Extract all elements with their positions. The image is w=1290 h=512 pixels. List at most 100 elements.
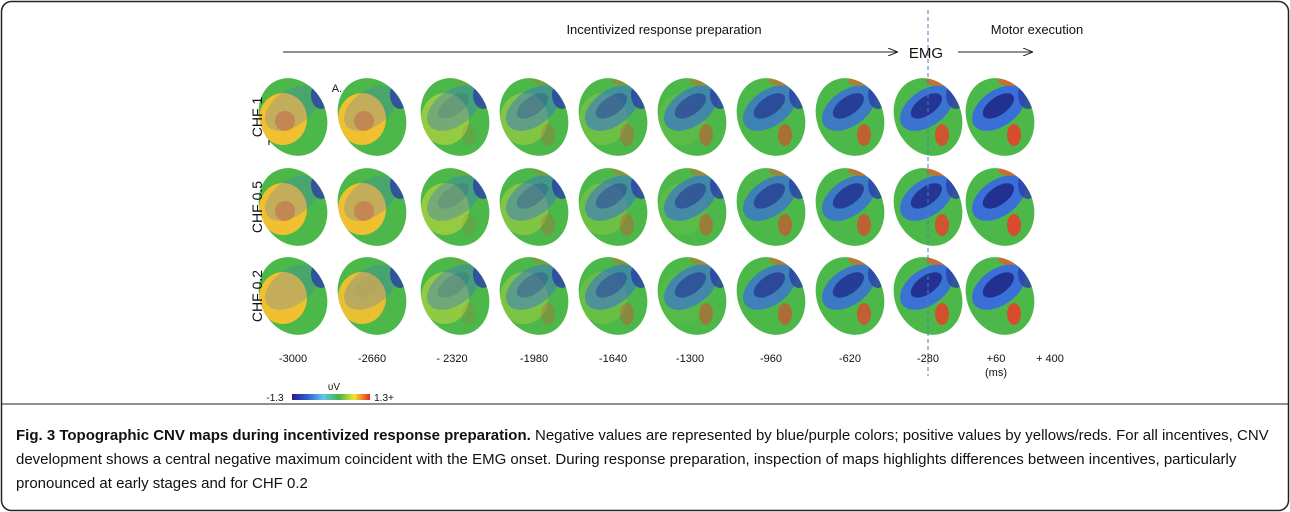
map-cz [699,214,713,236]
map-rim [769,255,797,265]
map-front [631,171,651,199]
map-cz [857,303,871,325]
map-rim [690,166,718,176]
map-front [710,171,730,199]
topo-map [568,246,658,346]
map-cz [462,214,476,236]
map-rim [848,76,876,86]
topo-map [327,246,417,346]
topo-map [726,157,816,257]
map-rim [532,76,560,86]
map-front [311,171,331,199]
topo-map [489,67,579,167]
map-rim [453,255,481,265]
topo-map [327,157,417,257]
map-front [552,81,572,109]
map-rim [611,76,639,86]
caption: Fig. 3 Topographic CNV maps during incen… [16,424,1278,496]
map-rim [848,255,876,265]
topo-map [568,67,658,167]
map-front [631,81,651,109]
map-cz [699,303,713,325]
emg-label: EMG [909,45,943,62]
maps [248,67,1045,346]
map-rim [998,255,1026,265]
map-rim [690,255,718,265]
caption-title: Fig. 3 Topographic CNV maps during incen… [16,427,531,444]
map-front [390,260,410,288]
map-front [552,171,572,199]
map-rim [769,166,797,176]
map-front [552,260,572,288]
map-cz [935,124,949,146]
map-cz [1007,303,1021,325]
map-cz [541,303,555,325]
row-label: CHF 0.2 [249,270,265,322]
execution-label: Motor execution [991,22,1084,37]
map-front [473,81,493,109]
map-front [789,260,809,288]
time-label: + 400 [1036,353,1064,365]
map-front [789,171,809,199]
map-rim [998,76,1026,86]
topo-map [647,67,737,167]
map-front [311,260,331,288]
map-front [946,260,966,288]
map-rim [690,76,718,86]
map-front [1018,171,1038,199]
map-cz [462,124,476,146]
map-cz [620,214,634,236]
map-front [946,171,966,199]
topo-map [410,67,500,167]
map-rim [848,166,876,176]
map-rim [453,76,481,86]
map-cz [935,303,949,325]
topo-map [955,157,1045,257]
map-rim [926,76,954,86]
topo-map [726,246,816,346]
time-label: -2660 [358,353,386,365]
map-cz [778,303,792,325]
map-rim [370,255,398,265]
map-front [868,260,888,288]
map-cz [620,124,634,146]
map-front [473,260,493,288]
map-front [710,81,730,109]
topo-map [726,67,816,167]
map-cz [379,303,393,325]
map-cz [857,214,871,236]
time-label: -1980 [520,353,548,365]
row-label: CHF 1 [249,97,265,138]
map-rim [611,255,639,265]
time-label: +60 [987,353,1006,365]
map-cz [778,124,792,146]
time-label: -1300 [676,353,704,365]
time-label: - 2320 [436,353,467,365]
map-front [789,81,809,109]
topo-map [805,246,895,346]
topo-map [489,157,579,257]
map-front [631,260,651,288]
topo-map [647,157,737,257]
map-front [710,260,730,288]
topo-map [805,157,895,257]
colorbar-min: -1.3 [266,393,284,404]
colorbar-max: 1.3+ [374,393,394,404]
time-label: -1640 [599,353,627,365]
map-rim [532,166,560,176]
time-unit: (ms) [985,367,1007,379]
map-cz [857,124,871,146]
topo-map [647,246,737,346]
colorbar [292,394,370,400]
time-label: -280 [917,353,939,365]
map-front [868,171,888,199]
row-label: CHF 0.5 [249,181,265,233]
map-rim [998,166,1026,176]
map-rim [611,166,639,176]
topo-map [955,67,1045,167]
topo-map [410,157,500,257]
map-front [1018,260,1038,288]
map-cz [699,124,713,146]
figure-page: Incentivized response preparation Motor … [0,0,1290,512]
preparation-label: Incentivized response preparation [566,22,761,37]
